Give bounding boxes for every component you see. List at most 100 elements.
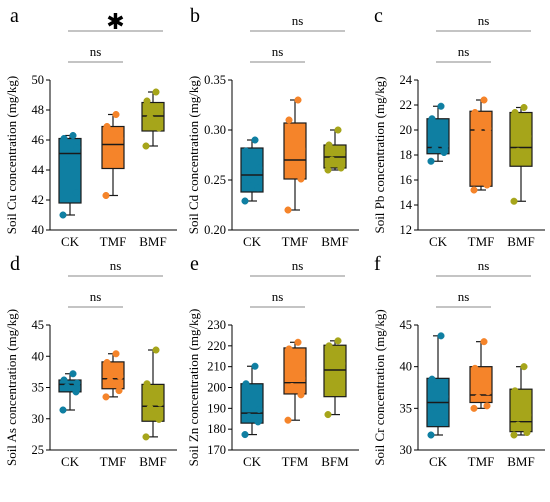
- y-axis-title: Soil Cr concentration (mg/kg): [372, 309, 387, 465]
- y-tick-label: 12: [400, 223, 413, 237]
- y-tick-label: 50: [32, 73, 45, 87]
- data-point: [428, 375, 436, 383]
- significance-label: ns: [292, 258, 304, 273]
- significance-label: ns: [272, 289, 284, 304]
- data-point: [106, 377, 114, 385]
- data-point: [324, 166, 332, 174]
- category-label: BMF: [321, 234, 348, 249]
- data-point: [241, 197, 249, 205]
- category-label: TMF: [468, 234, 495, 249]
- box-BMF: [509, 363, 533, 439]
- data-point: [112, 350, 120, 358]
- box-TMF: [469, 338, 493, 412]
- y-tick-label: 170: [207, 443, 226, 457]
- panel-c: c Soil Pb concentration (mg/kg) 12 14 16 18 20…: [372, 5, 545, 249]
- data-point: [338, 148, 346, 156]
- data-point: [471, 108, 479, 117]
- data-point: [155, 124, 163, 132]
- data-point: [254, 418, 262, 426]
- data-point: [523, 428, 531, 437]
- data-point: [294, 338, 302, 346]
- data-point: [510, 431, 518, 439]
- y-tick-label: 42: [32, 193, 45, 207]
- category-label: BMF: [139, 454, 166, 469]
- box-CK: [58, 370, 82, 414]
- y-tick-label: 35: [32, 381, 45, 395]
- y-tick-label: 46: [32, 133, 45, 147]
- y-tick-label: 190: [207, 401, 226, 415]
- y-tick-label: 0.30: [204, 123, 226, 137]
- y-tick-label: 24: [400, 73, 413, 87]
- category-label: TMF: [100, 234, 127, 249]
- box-BMF: [509, 103, 533, 205]
- data-point: [297, 175, 305, 183]
- box-TMF: [101, 110, 125, 200]
- category-label: TMF: [468, 454, 495, 469]
- significance-label: ns: [272, 44, 284, 59]
- box-TMF: [469, 96, 493, 194]
- category-label: TFM: [282, 454, 309, 469]
- data-point: [60, 134, 68, 143]
- data-point: [155, 415, 163, 423]
- data-point: [440, 418, 448, 426]
- data-point: [73, 379, 81, 387]
- data-point: [510, 197, 518, 205]
- y-axis-title: Soil Cu concentration (mg/kg): [4, 76, 19, 235]
- panel-label: e: [190, 253, 199, 275]
- data-point: [324, 411, 332, 419]
- y-tick-label: 40: [400, 360, 413, 374]
- y-axis-title: Soil Pb concentration (mg/kg): [372, 76, 387, 233]
- panel-label: a: [10, 5, 19, 27]
- data-point: [59, 211, 67, 219]
- data-point: [63, 155, 71, 164]
- data-point: [298, 374, 306, 382]
- data-point: [152, 88, 160, 96]
- data-point: [106, 148, 114, 156]
- category-label: CK: [429, 454, 448, 469]
- data-point: [146, 113, 154, 122]
- box-iqr: [58, 137, 82, 204]
- data-point: [474, 393, 482, 402]
- data-point: [245, 176, 253, 184]
- data-point: [431, 145, 439, 153]
- data-point: [437, 102, 445, 110]
- box-iqr: [323, 344, 347, 398]
- data-point: [483, 181, 491, 189]
- category-label: CK: [429, 234, 448, 249]
- data-point: [115, 157, 123, 165]
- data-point: [59, 406, 67, 414]
- data-point: [514, 421, 522, 429]
- box-CK: [58, 131, 82, 219]
- y-tick-label: 210: [207, 360, 226, 374]
- data-point: [514, 147, 522, 155]
- box-CK: [426, 332, 450, 439]
- panel-label: f: [374, 253, 381, 275]
- data-point: [325, 342, 333, 350]
- data-point: [427, 431, 435, 439]
- data-point: [325, 141, 333, 149]
- data-point: [152, 346, 160, 354]
- y-tick-label: 230: [207, 318, 226, 332]
- data-point: [298, 145, 306, 153]
- panel-f: f Soil Cr concentration (mg/kg) 30 35 40 45 CK…: [372, 253, 545, 469]
- box-BMF: [141, 346, 165, 441]
- data-point: [146, 404, 154, 412]
- data-point: [102, 191, 110, 200]
- data-point: [337, 164, 345, 172]
- data-point: [103, 122, 111, 131]
- category-label: CK: [61, 234, 80, 249]
- category-label: BMF: [139, 234, 166, 249]
- data-point: [284, 416, 292, 424]
- box-CK: [240, 362, 264, 439]
- data-point: [511, 108, 519, 117]
- data-point: [524, 411, 532, 419]
- data-point: [103, 358, 111, 367]
- panel-b: b Soil Cd concentration (mg/kg) 0.20 0.25 0.…: [186, 5, 359, 249]
- y-tick-label: 40: [32, 349, 45, 363]
- data-point: [156, 399, 164, 407]
- data-point: [116, 372, 124, 380]
- data-point: [73, 143, 81, 152]
- category-label: BMF: [507, 234, 534, 249]
- data-point: [288, 164, 296, 172]
- box-CK: [240, 136, 264, 205]
